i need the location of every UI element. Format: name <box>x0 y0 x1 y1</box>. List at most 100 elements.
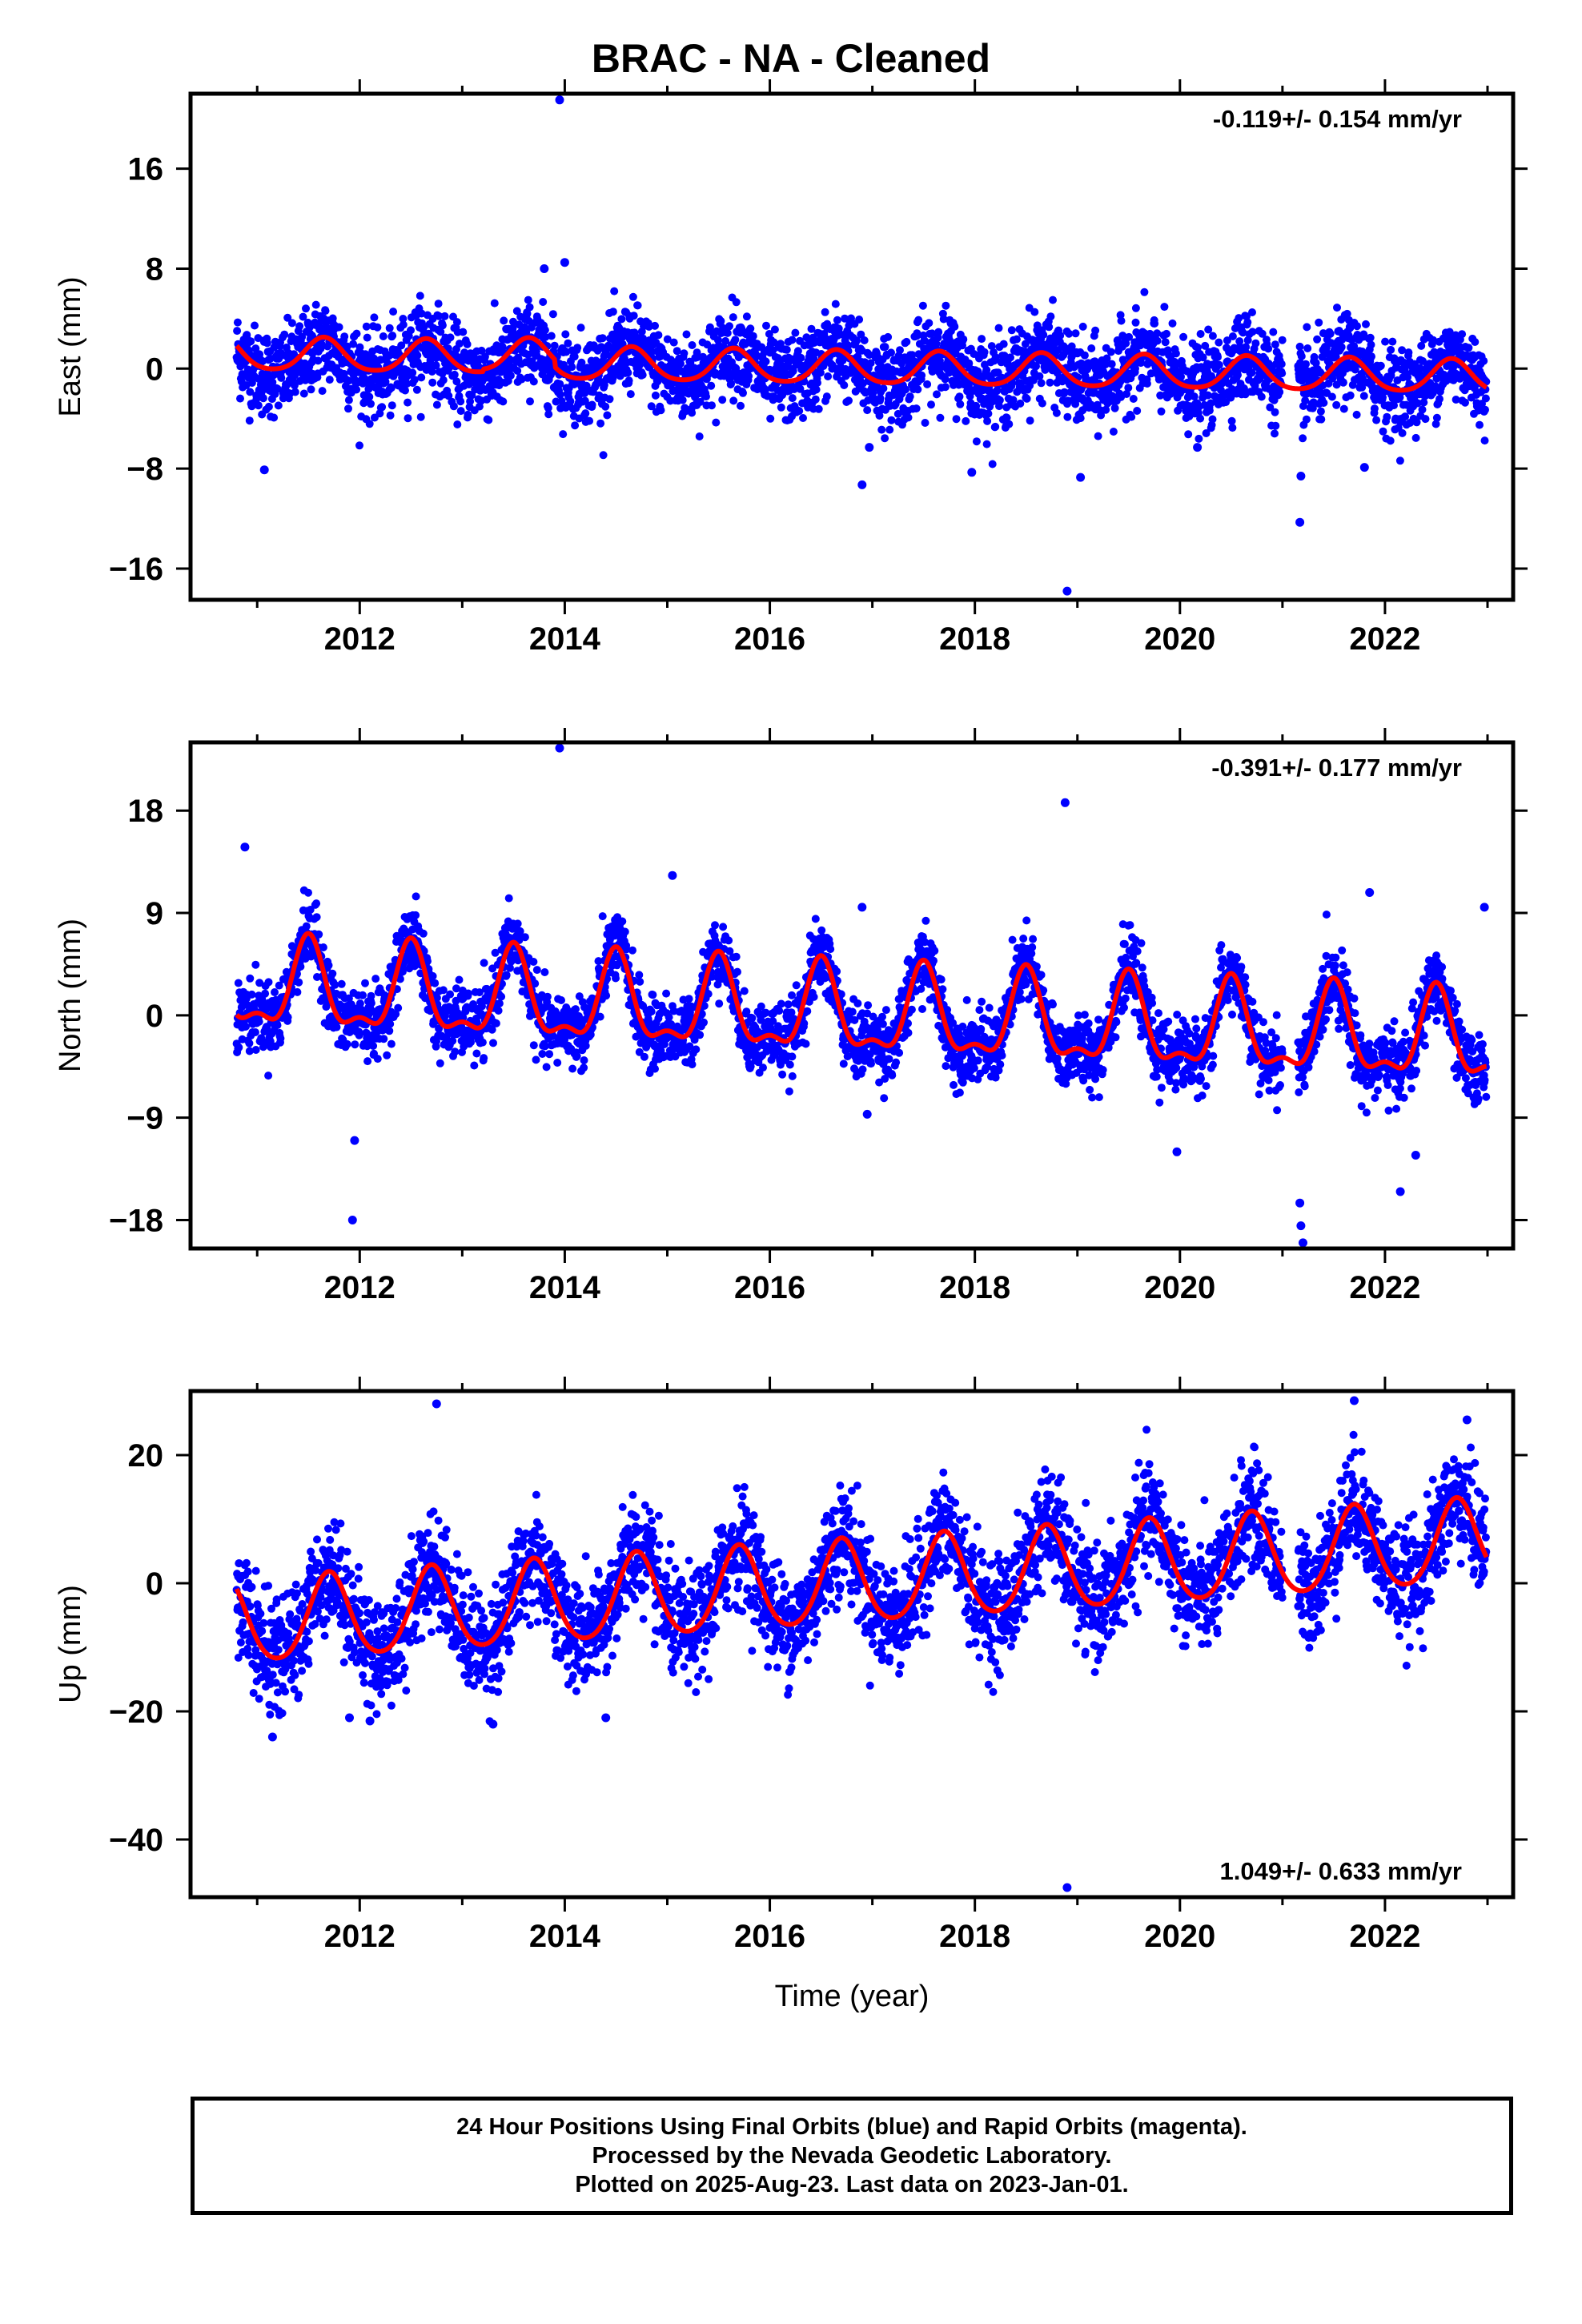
data-point <box>299 389 308 398</box>
data-point <box>1401 412 1410 421</box>
data-point <box>344 404 352 413</box>
data-point <box>480 1054 488 1063</box>
data-point <box>1228 424 1237 432</box>
data-point <box>432 994 441 1002</box>
data-point <box>556 380 564 388</box>
data-point <box>523 309 532 318</box>
data-point <box>311 300 320 309</box>
data-point <box>708 972 716 981</box>
data-point <box>378 403 387 412</box>
data-point <box>598 912 607 921</box>
data-point <box>529 377 538 386</box>
data-point <box>1116 377 1125 386</box>
data-point <box>1275 388 1284 396</box>
data-point <box>933 390 941 399</box>
data-point <box>283 1013 292 1022</box>
data-point <box>255 1017 263 1026</box>
data-point <box>1137 359 1145 368</box>
data-point <box>770 325 779 334</box>
data-point <box>941 375 950 384</box>
data-point <box>753 385 761 394</box>
data-point <box>263 339 271 348</box>
data-point <box>1196 330 1205 338</box>
data-point <box>876 394 885 403</box>
data-point <box>1243 312 1251 320</box>
data-point <box>321 307 330 316</box>
data-point <box>1109 428 1118 436</box>
data-point <box>1383 412 1391 421</box>
data-point <box>528 357 536 366</box>
data-point <box>885 425 894 434</box>
data-point <box>472 1049 481 1058</box>
data-point <box>245 1047 254 1055</box>
data-point <box>410 376 419 384</box>
data-point <box>318 387 327 396</box>
data-point <box>1248 388 1257 396</box>
data-point <box>1302 415 1311 424</box>
data-point <box>438 321 447 330</box>
data-point <box>640 1052 648 1061</box>
data-point <box>913 329 921 338</box>
data-point <box>1319 399 1328 407</box>
data-point <box>596 419 605 428</box>
data-point <box>572 1005 580 1014</box>
data-point <box>879 384 888 392</box>
data-point <box>704 990 713 999</box>
data-point <box>331 980 339 989</box>
data-point <box>1179 332 1188 341</box>
data-point <box>1264 344 1273 353</box>
data-point <box>723 328 732 337</box>
data-point <box>869 388 877 397</box>
data-point <box>988 460 997 468</box>
data-point <box>529 1041 538 1050</box>
data-point <box>887 416 896 424</box>
data-point <box>434 300 443 308</box>
data-point <box>594 957 603 966</box>
data-point <box>387 401 396 410</box>
data-point <box>494 1007 503 1015</box>
data-point <box>1190 392 1199 401</box>
data-point <box>1359 330 1368 339</box>
data-point <box>452 351 460 360</box>
data-point <box>1432 374 1441 383</box>
data-point <box>1367 340 1375 349</box>
data-point <box>1201 341 1210 350</box>
data-point <box>982 440 991 448</box>
data-point <box>662 989 671 998</box>
data-point <box>866 359 875 368</box>
data-point <box>1194 343 1202 352</box>
data-point <box>1248 308 1256 316</box>
data-point <box>1381 337 1390 346</box>
data-point <box>1301 396 1310 405</box>
data-point <box>688 341 697 349</box>
data-point <box>1395 456 1404 465</box>
data-point <box>502 971 511 979</box>
data-point <box>1418 405 1427 414</box>
data-point <box>959 335 968 344</box>
data-point <box>540 1042 549 1051</box>
data-point <box>1049 296 1057 304</box>
data-point <box>302 922 311 931</box>
data-point <box>952 415 961 424</box>
data-point <box>904 413 913 422</box>
data-point <box>1063 412 1072 421</box>
data-point <box>1370 404 1379 413</box>
data-point <box>516 927 524 935</box>
data-point <box>1247 368 1256 377</box>
data-point <box>821 308 829 316</box>
data-point <box>517 375 526 384</box>
data-point <box>927 400 935 409</box>
data-point <box>416 412 425 421</box>
data-point <box>1343 309 1351 318</box>
data-point <box>1177 372 1185 381</box>
data-point <box>1412 418 1421 427</box>
data-point <box>293 987 302 996</box>
data-point <box>455 340 464 348</box>
data-point <box>761 385 770 394</box>
data-point <box>1133 407 1142 415</box>
data-point <box>407 326 415 335</box>
data-point <box>702 392 710 401</box>
data-point <box>1480 436 1489 445</box>
data-point <box>404 398 412 407</box>
